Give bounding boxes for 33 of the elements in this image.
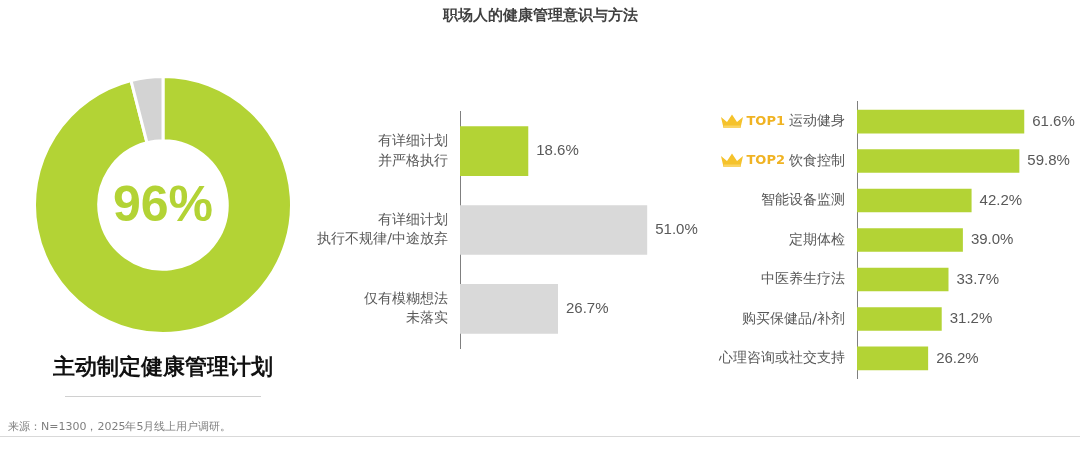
bar	[857, 109, 1025, 134]
data-label: 31.2%	[949, 309, 993, 327]
data-label: 39.0%	[970, 230, 1014, 248]
y-tick-label: 中医养生疗法	[761, 270, 845, 287]
bar	[857, 149, 1020, 173]
y-tick-label: 饮食控制	[788, 151, 845, 168]
data-label: 42.2%	[979, 190, 1023, 208]
data-label: 96%	[112, 175, 214, 232]
y-tick-label: 购买保健品/补剂	[742, 309, 845, 326]
source-note: 来源：N=1300，2025年5月线上用户调研。	[8, 419, 232, 434]
data-label: 26.7%	[566, 299, 609, 317]
data-label: 26.2%	[936, 348, 979, 366]
data-label: 33.7%	[956, 269, 1000, 287]
y-tick-label: 运动健身	[789, 112, 845, 129]
bar	[857, 346, 929, 371]
data-label: 18.6%	[536, 141, 579, 159]
slice-label: 主动制定健康管理计划	[52, 353, 273, 379]
text: 职场人的健康管理意识与方法	[441, 6, 639, 25]
data-label: 61.6%	[1032, 111, 1075, 129]
data-label: 51.0%	[655, 220, 698, 238]
y-tick-label: 心理咨询或社交支持	[718, 349, 845, 366]
y-tick-label: 有详细计划执行不规律/中途放弃	[317, 210, 448, 247]
bar	[857, 267, 949, 292]
y-tick-label: 定期体检	[789, 230, 845, 247]
bar	[857, 228, 963, 252]
y-tick-label: 智能设备监测	[761, 191, 845, 208]
data-label: 59.8%	[1027, 151, 1070, 169]
text: TOP2	[746, 152, 785, 168]
bar	[857, 188, 972, 213]
bar	[857, 307, 942, 331]
text: TOP1	[746, 112, 785, 128]
y-tick-label: 有详细计划并严格执行	[378, 131, 448, 168]
y-tick-label: 仅有模糊想法未落实	[364, 289, 448, 326]
